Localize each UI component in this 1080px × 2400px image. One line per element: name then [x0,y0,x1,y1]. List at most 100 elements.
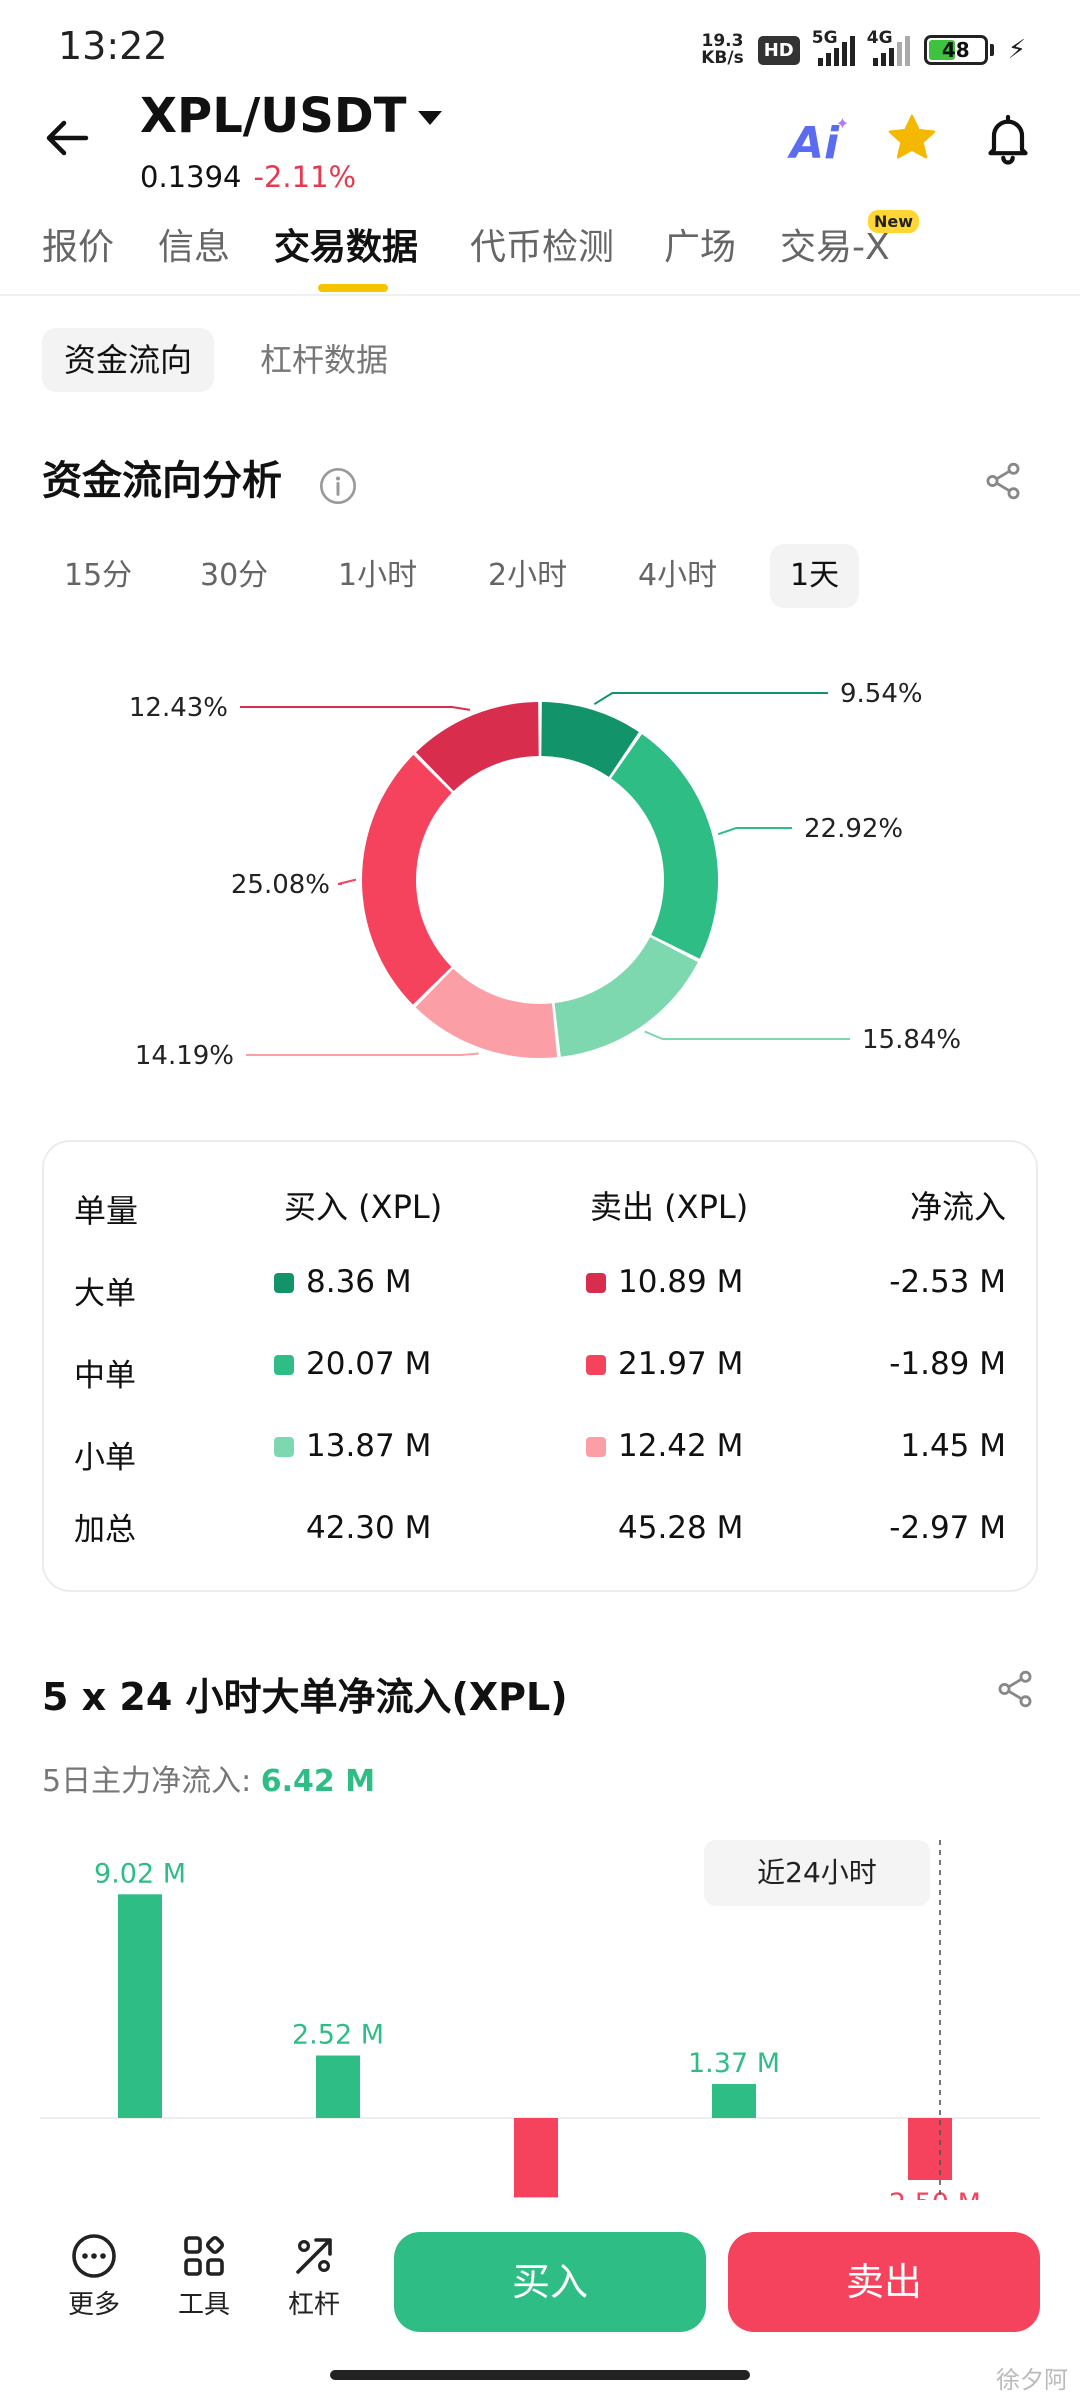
net-section-title: 5 x 24 小时大单净流入(XPL) [42,1675,568,1719]
info-icon [320,468,356,504]
net-speed: 19.3 KB/s [701,31,744,68]
net-inflow-bar [514,2118,558,2198]
hd-icon: HD [757,35,800,65]
pair-selector[interactable]: XPL/USDT [140,88,443,144]
ai-button[interactable]: Ai ✦ [790,114,850,169]
fund-flow-table: 单量 买入 (XPL) 卖出 (XPL) 净流入 大单 8.36 M 10.89… [42,1140,1038,1592]
donut-label-large-buy: 9.54% [840,679,923,709]
legend-square [586,1355,606,1375]
legend-square [586,1273,606,1293]
star-icon [888,114,936,159]
more-dots-icon [72,2234,116,2278]
donut-leader-line [337,878,357,885]
donut-leader-line [240,706,471,711]
row-total-buy: 42.30 M [306,1510,432,1546]
net-inflow-bar [118,1894,162,2118]
row-large-label: 大单 [74,1276,136,1312]
tab-info[interactable]: 信息 [158,227,231,268]
tab-trading-data[interactable]: 交易数据 [274,227,419,268]
pair-title: XPL/USDT [140,88,407,144]
period-4h[interactable]: 4小时 [638,558,718,593]
period-15m[interactable]: 15分 [64,558,133,593]
row-small-net: 1.45 M [900,1428,1006,1464]
legend-square [274,1437,294,1457]
legend-square [274,1273,294,1293]
signal-5g-icon: 5G [812,28,855,66]
row-total-label: 加总 [74,1512,136,1548]
tab-quote[interactable]: 报价 [42,227,115,268]
row-small-label: 小单 [74,1440,136,1476]
donut-leader-line [246,1052,479,1056]
signal-4g-icon: 4G [867,28,910,66]
price-line: 0.1394 -2.11% [140,160,356,194]
net-inflow-bar-chart: 9.02 M 2.52 M 1.37 M -2.50 M [40,1840,1040,2200]
net-inflow-bar [908,2118,952,2180]
header-size: 单量 [74,1192,139,1230]
bar-value-label: -2.50 M [879,2188,981,2200]
header-buy: 买入 (XPL) [284,1188,443,1226]
bar-value-label: 2.52 M [292,2020,384,2051]
row-small-buy: 13.87 M [274,1428,431,1464]
row-total-net: -2.97 M [889,1510,1006,1546]
share-icon [986,462,1020,500]
status-bar: 13:22 19.3 KB/s HD 5G 4G 48 ⚡ [0,0,1080,96]
status-time: 13:22 [58,24,168,68]
watermark: 徐夕阿 [996,2366,1068,2394]
tabs-divider [0,294,1080,296]
header-net: 净流入 [909,1188,1006,1226]
share-button-flow[interactable] [982,460,1024,506]
subtab-fund-flow[interactable]: 资金流向 [42,328,215,392]
main-tabs: 报价 信息 交易数据 代币检测 广场 交易-X [0,210,1080,296]
period-1h[interactable]: 1小时 [338,558,418,593]
home-indicator[interactable] [330,2370,750,2380]
donut-slice-small-sell [415,968,558,1058]
period-2h[interactable]: 2小时 [488,558,568,593]
net-inflow-bar [712,2084,756,2118]
back-button[interactable] [38,108,98,168]
notification-button[interactable] [980,110,1036,170]
period-30m[interactable]: 30分 [200,558,269,593]
row-large-sell: 10.89 M [586,1264,743,1300]
bar-value-label: 1.37 M [688,2048,780,2079]
new-badge: New [868,210,920,233]
donut-label-small-buy: 15.84% [862,1025,961,1055]
buy-button[interactable]: 买入 [394,2232,706,2332]
share-icon [998,1670,1032,1708]
bar-value-label: 9.02 M [94,1858,186,1889]
favorite-button[interactable] [884,110,940,170]
subtab-leverage-data[interactable]: 杠杆数据 [260,341,389,379]
row-large-buy: 8.36 M [274,1264,412,1300]
more-button[interactable]: 更多 [44,2232,144,2321]
period-1d[interactable]: 1天 [770,544,860,608]
row-medium-sell: 21.97 M [586,1346,743,1382]
row-medium-label: 中单 [74,1358,136,1394]
tab-trade-x[interactable]: 交易-X [780,227,890,268]
caret-down-icon [418,111,443,125]
arrow-left-icon [46,120,89,156]
tab-square[interactable]: 广场 [664,227,737,268]
donut-leader-line [644,1030,850,1040]
price-change: -2.11% [253,160,357,194]
donut-label-medium-buy: 22.92% [804,814,903,844]
tab-active-indicator [318,284,388,292]
charging-icon: ⚡ [1007,35,1026,65]
donut-slice-medium-sell [361,754,452,1005]
donut-label-small-sell: 14.19% [135,1041,234,1071]
donut-slice-large-buy [541,702,639,777]
tab-token-check[interactable]: 代币检测 [470,227,615,268]
legend-square [586,1437,606,1457]
donut-slice-medium-buy [611,734,719,959]
sell-button[interactable]: 卖出 [728,2232,1040,2332]
info-button[interactable] [318,466,358,510]
tools-button[interactable]: 工具 [154,2232,254,2321]
row-medium-net: -1.89 M [889,1346,1006,1382]
leverage-button[interactable]: 杠杆 [264,2232,364,2321]
share-button-net[interactable] [994,1668,1036,1714]
last-price: 0.1394 [140,160,242,194]
donut-label-medium-sell: 25.08% [231,870,330,900]
ai-icon: Ai [790,118,840,169]
five-day-main-inflow: 5日主力净流入: 6.42 M [42,1764,376,1799]
recent-24h-tag: 近24小时 [704,1840,930,1906]
status-icons: 19.3 KB/s HD 5G 4G 48 ⚡ [701,28,1026,72]
donut-leader-line [717,827,792,836]
